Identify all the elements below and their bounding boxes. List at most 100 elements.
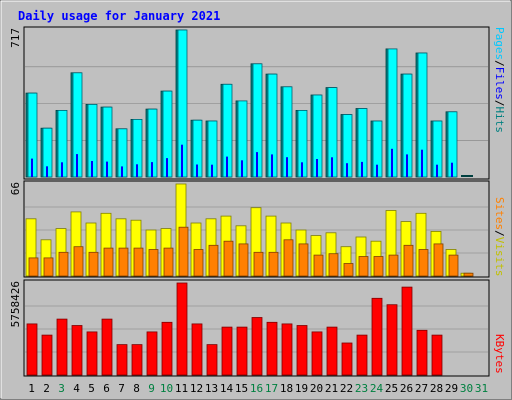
legend-pages: Pages <box>493 27 506 60</box>
files-mark-day-19 <box>301 162 303 177</box>
sites-bar-day-2 <box>43 257 54 277</box>
sites-bar-day-11 <box>178 226 189 277</box>
sites-bar-day-9 <box>148 249 159 277</box>
files-mark-day-23 <box>361 161 363 177</box>
kbytes-bar-day-17 <box>266 321 278 376</box>
sites-bar-day-19 <box>298 243 309 277</box>
files-mark-day-15 <box>241 160 243 177</box>
x-tick-label-day-22: 22 <box>340 382 353 395</box>
kbytes-bar-day-22 <box>341 342 353 376</box>
kbytes-bar-day-19 <box>296 325 308 376</box>
kbytes-bar-day-12 <box>191 323 203 376</box>
sites-bar-day-23 <box>358 256 369 277</box>
sites-bar-day-28 <box>433 243 444 277</box>
files-mark-day-20 <box>316 159 318 177</box>
x-tick-label-day-8: 8 <box>133 382 140 395</box>
x-tick-label-day-9: 9 <box>148 382 155 395</box>
files-mark-day-12 <box>196 164 198 177</box>
kbytes-bar-day-2 <box>41 334 53 376</box>
legend-sep-1: / <box>493 60 506 67</box>
files-mark-day-16 <box>256 152 258 177</box>
sites-bar-day-1 <box>28 257 39 277</box>
files-mark-day-14 <box>226 156 228 177</box>
x-tick-label-day-11: 11 <box>175 382 188 395</box>
files-mark-day-5 <box>91 161 93 177</box>
x-tick-label-day-21: 21 <box>325 382 338 395</box>
sites-bar-day-13 <box>208 244 219 277</box>
legend-kbytes: KBytes <box>493 334 506 374</box>
files-mark-day-25 <box>391 148 393 177</box>
kbytes-bar-day-10 <box>161 321 173 376</box>
kbytes-bar-day-20 <box>311 331 323 376</box>
kbytes-bar-day-28 <box>431 334 443 376</box>
sites-bar-day-4 <box>73 246 84 277</box>
x-tick-label-day-5: 5 <box>88 382 95 395</box>
files-mark-day-2 <box>46 166 48 177</box>
x-tick-label-day-18: 18 <box>280 382 293 395</box>
kbytes-bar-day-26 <box>401 286 413 376</box>
files-mark-day-1 <box>31 158 33 177</box>
sites-bar-day-22 <box>343 263 354 277</box>
x-tick-label-day-30: 30 <box>460 382 473 395</box>
files-mark-day-28 <box>436 164 438 177</box>
files-mark-day-7 <box>121 166 123 177</box>
pages-bar-day-30 <box>461 175 473 177</box>
x-tick-label-day-19: 19 <box>295 382 308 395</box>
x-tick-label-day-28: 28 <box>430 382 443 395</box>
x-tick-label-day-26: 26 <box>400 382 413 395</box>
kbytes-bar-day-25 <box>386 304 398 376</box>
files-mark-day-18 <box>286 157 288 177</box>
sites-bar-day-10 <box>163 247 174 277</box>
sites-bar-day-14 <box>223 240 234 277</box>
sites-bar-day-5 <box>88 251 99 277</box>
files-mark-day-22 <box>346 163 348 177</box>
legend-hits: Hits <box>493 107 506 134</box>
kbytes-bar-day-14 <box>221 326 233 376</box>
kbytes-bar-day-5 <box>86 331 98 376</box>
kbytes-bar-day-6 <box>101 318 113 376</box>
files-mark-day-26 <box>406 154 408 177</box>
legend-files: Files <box>493 67 506 100</box>
sites-bar-day-25 <box>388 254 399 277</box>
x-tick-label-day-3: 3 <box>58 382 65 395</box>
kbytes-bar-day-18 <box>281 323 293 376</box>
sites-bar-day-17 <box>268 251 279 277</box>
x-tick-label-day-27: 27 <box>415 382 428 395</box>
x-tick-label-day-14: 14 <box>220 382 234 395</box>
kbytes-bar-day-21 <box>326 326 338 376</box>
kbytes-bar-day-24 <box>371 297 383 376</box>
kbytes-bar-day-16 <box>251 317 263 376</box>
x-tick-label-day-10: 10 <box>160 382 173 395</box>
legend-sep-3: / <box>493 230 506 237</box>
files-mark-day-9 <box>151 162 153 177</box>
files-mark-day-27 <box>421 149 423 177</box>
x-tick-label-day-17: 17 <box>265 382 278 395</box>
chart-title: Daily usage for January 2021 <box>18 9 220 23</box>
sites-bar-day-30 <box>463 272 474 277</box>
kbytes-bar-day-3 <box>56 318 68 376</box>
x-tick-label-day-6: 6 <box>103 382 110 395</box>
kbytes-bar-day-13 <box>206 344 218 376</box>
sites-bar-day-7 <box>118 247 129 277</box>
legend-visits: Visits <box>493 237 506 277</box>
x-tick-label-day-12: 12 <box>190 382 203 395</box>
kbytes-bar-day-1 <box>26 323 38 376</box>
sites-bar-day-6 <box>103 247 114 277</box>
sites-bar-day-29 <box>448 254 459 277</box>
kbytes-bar-day-11 <box>176 282 188 376</box>
files-mark-day-4 <box>76 154 78 177</box>
x-tick-label-day-7: 7 <box>118 382 125 395</box>
kbytes-bar-day-4 <box>71 325 83 376</box>
files-mark-day-24 <box>376 164 378 177</box>
files-mark-day-3 <box>61 162 63 177</box>
files-mark-day-29 <box>451 162 453 177</box>
x-tick-label-day-24: 24 <box>370 382 384 395</box>
legend-sep-2: / <box>493 100 506 107</box>
files-mark-day-8 <box>136 164 138 177</box>
x-tick-label-day-23: 23 <box>355 382 368 395</box>
files-mark-day-6 <box>106 161 108 177</box>
sites-bar-day-20 <box>313 254 324 277</box>
sites-bar-day-16 <box>253 251 264 277</box>
x-tick-label-day-29: 29 <box>445 382 458 395</box>
x-tick-label-day-16: 16 <box>250 382 263 395</box>
